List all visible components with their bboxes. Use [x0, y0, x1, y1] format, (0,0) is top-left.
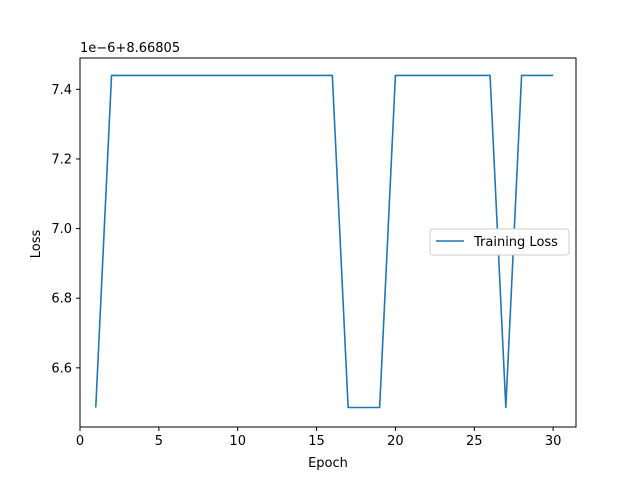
ticks: 0 5 10 15 20 25 30 6.6 6.8 7.0 7.2 7.4	[51, 83, 561, 449]
y-axis-label: Loss	[29, 230, 44, 259]
y-tick-label: 6.8	[51, 292, 72, 307]
x-tick-label: 10	[229, 434, 246, 449]
x-tick-label: 0	[76, 434, 84, 449]
plot-area	[94, 74, 554, 409]
legend-label-training-loss: Training Loss	[473, 235, 558, 250]
axes-frame	[79, 57, 577, 428]
y-tick-label: 7.2	[51, 152, 72, 167]
y-tick-label: 6.6	[51, 361, 72, 376]
legend-box	[429, 228, 570, 256]
x-tick-label: 15	[308, 434, 325, 449]
axes	[79, 57, 577, 428]
x-tick-label: 25	[466, 434, 483, 449]
y-tick-label: 7.4	[51, 83, 72, 98]
y-offset-label: 1e−6+8.66805	[80, 41, 180, 56]
x-axis-label: Epoch	[308, 456, 348, 471]
x-tick-label: 30	[545, 434, 562, 449]
y-tick-label: 7.0	[51, 222, 72, 237]
legend: Training Loss	[429, 228, 570, 256]
x-tick-label: 20	[387, 434, 404, 449]
series-line-0	[94, 74, 554, 409]
x-tick-label: 5	[155, 434, 163, 449]
